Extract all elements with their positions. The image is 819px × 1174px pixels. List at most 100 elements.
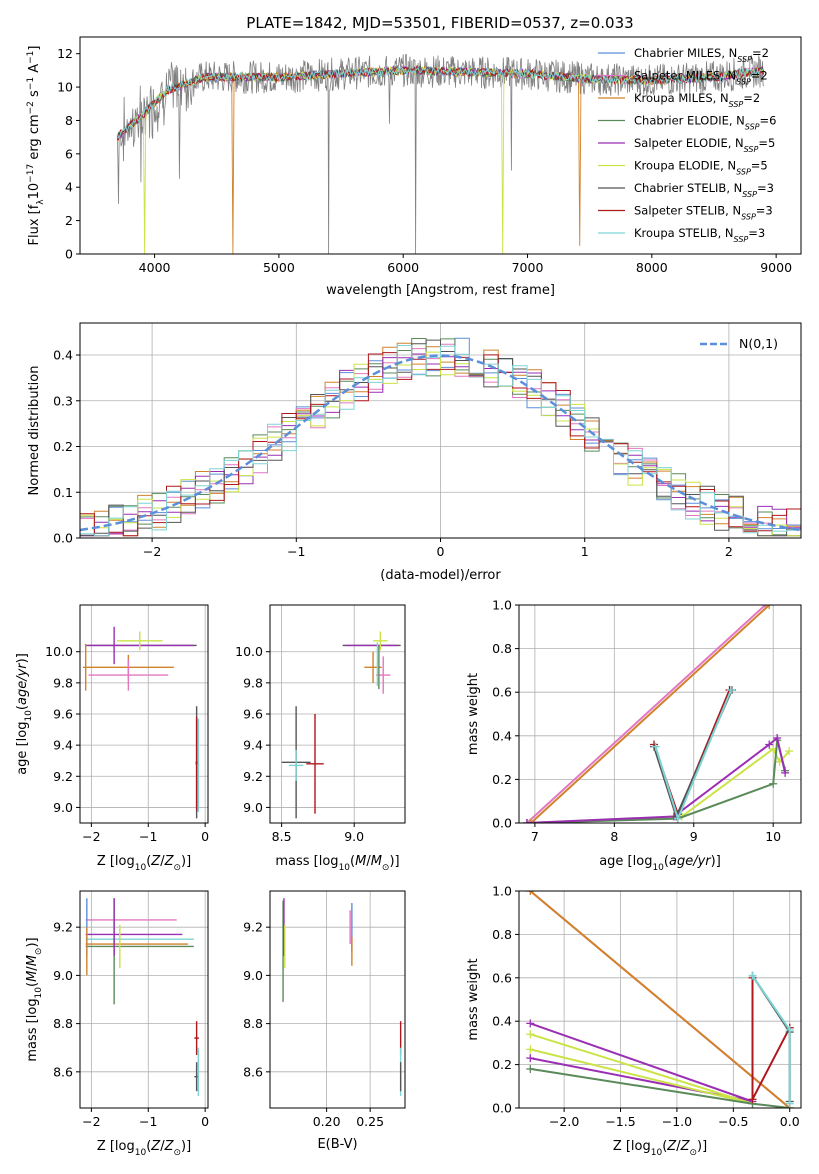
legend-fragment: SSP [742, 190, 757, 199]
mass-weight-vs-metallicity-panel: −2.0 −1.5 −1.0 −0.5 0.0 0.0 0.2 0.4 0.6 0.8 1.0 Z [… [466, 884, 802, 1158]
legend-label: Chabrier ELODIE, NSSP=6 [634, 114, 776, 132]
x-tick-label: 4000 [139, 260, 171, 275]
x-tick-label: 6000 [387, 260, 419, 275]
x-tick-label: −1 [139, 1114, 157, 1129]
label-fragment: 10 [27, 183, 42, 200]
mass-weight-marker [773, 733, 782, 742]
legend-label: Kroupa MILES, NSSP=2 [634, 91, 760, 109]
x-tick-label: 9000 [760, 260, 792, 275]
legend-fragment: SSP [736, 167, 751, 176]
label-fragment: M [25, 971, 40, 982]
label-fragment: ( [146, 1139, 151, 1154]
legend-fragment: =6 [760, 114, 777, 128]
x-tick-label: 0.0 [780, 1114, 800, 1129]
legend-fragment: Chabrier ELODIE, N [634, 114, 745, 128]
label-fragment: / [25, 966, 40, 971]
legend-fragment: =5 [751, 159, 768, 173]
y-tick-label: 4 [65, 180, 73, 195]
label-fragment: 10 [652, 863, 664, 873]
label-fragment: )] [15, 653, 30, 663]
y-axis-label: mass [log10(M/M⊙)] [25, 937, 44, 1061]
axes-overlay: −2 −1 0 8.6 8.8 9.0 9.2 [53, 890, 209, 1129]
y-axis-label: mass weight [466, 958, 481, 1040]
label-fragment: A [27, 64, 42, 77]
plot-area [522, 605, 794, 823]
y-tick-label: 9.0 [243, 800, 263, 815]
legend-label: Salpeter MILES, NSSP=2 [634, 69, 768, 87]
label-fragment: s [27, 90, 42, 101]
y-tick-label: 9.6 [53, 707, 73, 722]
mass-weight-marker [769, 779, 778, 788]
label-fragment: mass [log [25, 998, 40, 1061]
y-tick-label: 9.8 [53, 675, 73, 690]
mass-weight-marker [651, 742, 660, 751]
label-fragment: 10 [339, 863, 351, 873]
label-fragment: Z [log [97, 854, 135, 869]
label-fragment: 10 [34, 987, 44, 999]
residual-histogram [80, 345, 801, 537]
y-tick-label: 9.2 [53, 769, 73, 784]
legend-fragment: =5 [758, 136, 775, 150]
axes-overlay: −2.0 −1.5 −1.0 −0.5 0.0 0.0 0.2 0.4 0.6 0.8 1.0 [492, 884, 802, 1129]
legend-fragment: =2 [751, 69, 768, 83]
legend-fragment: =2 [743, 91, 760, 105]
legend-item: Kroupa ELODIE, NSSP=5 [598, 159, 768, 176]
legend-item: Chabrier STELIB, NSSP=3 [598, 181, 774, 199]
label-fragment: Z [150, 854, 161, 869]
mass-weight-marker [785, 1099, 794, 1108]
label-fragment: Z [164, 854, 175, 869]
mass-weight-marker [522, 819, 531, 823]
mass-weight-marker [526, 1054, 535, 1063]
y-tick-label: 9.4 [243, 738, 263, 753]
y-tick-label: 6 [65, 146, 73, 161]
y-tick-label: 12 [57, 46, 73, 61]
x-tick-label: −1.0 [662, 1114, 692, 1129]
normal-legend-label: N(0,1) [739, 336, 778, 351]
x-tick-label: 0 [437, 544, 445, 559]
y-tick-label: 9.0 [53, 968, 73, 983]
label-fragment: ( [25, 982, 40, 987]
legend-item: Kroupa STELIB, NSSP=3 [598, 226, 765, 244]
label-fragment: / [366, 854, 371, 869]
mass-weight-marker [526, 1045, 535, 1054]
legend-label: Chabrier MILES, NSSP=2 [634, 46, 769, 64]
y-tick-label: 8.8 [53, 1016, 73, 1031]
x-axis-label: age [log10(age/yr)] [599, 854, 721, 873]
label-fragment: mass [log [275, 854, 338, 869]
mass-weight-marker [526, 1019, 535, 1028]
error-bar-point [306, 714, 324, 814]
label-fragment: age/yr [669, 854, 712, 869]
legend-fragment: SSP [737, 55, 752, 64]
legend-item: Salpeter ELODIE, NSSP=5 [598, 136, 775, 154]
label-fragment: age [log [599, 854, 652, 869]
label-fragment: ] [27, 46, 42, 51]
x-axis-label: (data-model)/error [380, 568, 501, 583]
legend-label: Kroupa STELIB, NSSP=3 [634, 226, 765, 244]
label-fragment: M [371, 854, 382, 869]
legend-fragment: SSP [741, 212, 756, 221]
axes-overlay: 7 8 9 10 0.0 0.2 0.4 0.6 0.8 1.0 [492, 598, 802, 844]
label-fragment: )] [389, 854, 399, 869]
x-tick-label: 8000 [636, 260, 668, 275]
label-fragment: ( [146, 854, 151, 869]
spectrum-panel: 4000 5000 6000 7000 8000 9000 0 2 4 6 8 10 12 Chabrie… [26, 36, 802, 298]
label-fragment: ⊙ [173, 1148, 181, 1158]
y-tick-label: 0.6 [492, 970, 512, 985]
x-tick-label: 7 [531, 829, 539, 844]
y-tick-label: 8.6 [53, 1064, 73, 1079]
label-fragment: / [676, 1139, 681, 1154]
label-fragment: / [160, 854, 165, 869]
x-tick-label: −2 [82, 829, 100, 844]
label-fragment: −1 [26, 77, 36, 90]
residual-histogram [80, 351, 801, 537]
label-fragment: )] [181, 1139, 191, 1154]
label-fragment: ( [664, 854, 669, 869]
x-tick-label: −2 [82, 1114, 100, 1129]
label-fragment: Z [666, 1139, 677, 1154]
x-tick-label: 5000 [263, 260, 295, 275]
legend-fragment: Salpeter MILES, N [634, 69, 736, 83]
x-tick-label: −1 [287, 544, 305, 559]
axes-overlay: 8.5 9.0 9.0 9.2 9.4 9.6 9.8 10.0 [235, 604, 406, 844]
